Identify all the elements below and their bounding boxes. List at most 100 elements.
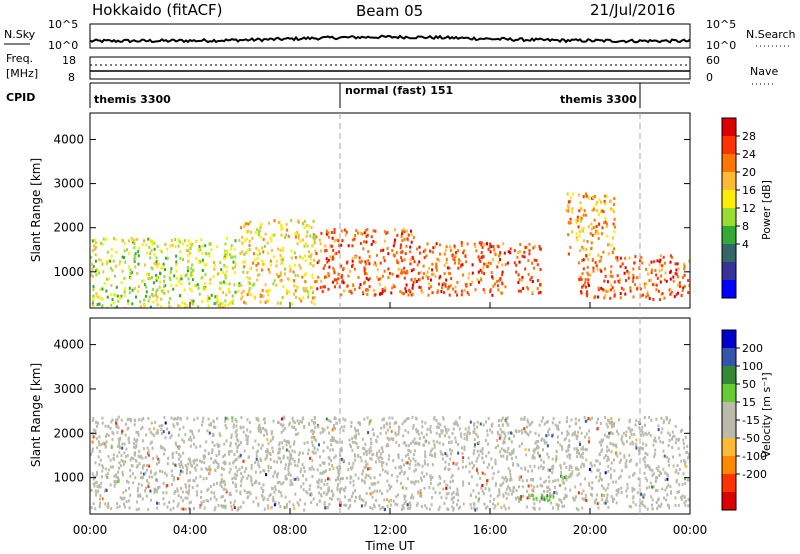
- power-cell: [343, 228, 346, 232]
- velocity-cell: [213, 495, 216, 499]
- velocity-cell: [288, 440, 291, 444]
- velocity-cell: [654, 439, 657, 443]
- velocity-cell: [164, 436, 167, 440]
- power-cell: [656, 259, 659, 263]
- velocity-cell: [272, 496, 275, 500]
- velocity-cell: [298, 453, 301, 457]
- power-cell: [677, 267, 680, 271]
- date-title: 21/Jul/2016: [590, 1, 675, 19]
- power-cell: [405, 244, 408, 248]
- velocity-cell: [399, 464, 402, 468]
- velocity-cell: [279, 491, 282, 495]
- power-cell: [482, 288, 485, 292]
- power-cell: [676, 262, 679, 266]
- velocity-cell: [504, 491, 507, 495]
- velocity-cell: [177, 502, 180, 506]
- power-cell: [529, 278, 532, 282]
- velocity-cell: [659, 440, 662, 444]
- velocity-cell: [321, 427, 324, 431]
- velocity-cell: [156, 479, 159, 483]
- velocity-cell: [116, 418, 119, 422]
- velocity-cell: [356, 446, 359, 449]
- velocity-cell: [685, 465, 688, 469]
- power-cell: [497, 260, 500, 264]
- velocity-cell: [132, 481, 135, 485]
- velocity-cell: [510, 440, 513, 444]
- power-cell: [90, 273, 93, 277]
- velocity-cell: [290, 453, 292, 457]
- velocity-colorbar-swatch: [722, 348, 736, 367]
- velocity-cell: [321, 430, 324, 434]
- velocity-cell: [105, 434, 107, 438]
- power-cell: [309, 234, 312, 238]
- velocity-cell: [631, 428, 634, 432]
- power-cell: [262, 237, 265, 241]
- power-cell: [313, 302, 316, 306]
- velocity-cell: [104, 444, 107, 447]
- velocity-cell: [131, 472, 134, 476]
- power-cell: [467, 293, 470, 296]
- velocity-cell: [573, 498, 576, 502]
- velocity-cell: [506, 416, 509, 420]
- velocity-cell: [138, 462, 141, 466]
- power-cell: [259, 224, 262, 228]
- power-cell: [634, 255, 637, 259]
- velocity-cell: [524, 468, 527, 471]
- velocity-cell: [456, 421, 459, 425]
- power-cell: [399, 290, 402, 294]
- velocity-cell: [682, 472, 685, 476]
- velocity-cell: [538, 499, 541, 503]
- power-cell: [391, 249, 394, 253]
- velocity-cell: [583, 416, 586, 419]
- power-cell: [319, 285, 322, 289]
- power-cell: [273, 279, 276, 283]
- power-cell: [337, 239, 340, 243]
- velocity-cell: [401, 508, 403, 511]
- velocity-cell: [612, 424, 615, 428]
- power-cell: [144, 294, 147, 298]
- velocity-cell: [233, 423, 235, 427]
- velocity-cell: [196, 416, 199, 420]
- velocity-cell: [631, 440, 634, 444]
- velocity-cell: [499, 427, 502, 431]
- velocity-cell: [327, 477, 330, 481]
- velocity-cell: [545, 420, 548, 424]
- power-cell: [203, 286, 205, 290]
- velocity-cell: [550, 494, 553, 498]
- power-cell: [602, 250, 605, 254]
- power-cell: [180, 294, 183, 297]
- velocity-cell: [425, 472, 428, 476]
- velocity-cell: [555, 459, 557, 463]
- velocity-cell: [452, 461, 455, 465]
- velocity-cell: [326, 491, 329, 495]
- velocity-cell: [274, 501, 277, 505]
- velocity-cell: [568, 439, 571, 443]
- velocity-cell: [476, 435, 479, 439]
- velocity-cell: [204, 449, 207, 453]
- velocity-cell: [323, 428, 326, 432]
- velocity-cell: [505, 497, 508, 501]
- power-cell: [407, 233, 410, 237]
- velocity-cell: [98, 505, 101, 509]
- velocity-cell: [230, 505, 233, 509]
- velocity-cell: [462, 456, 465, 460]
- power-cell: [465, 260, 468, 264]
- power-cell: [571, 210, 573, 214]
- velocity-cell: [109, 458, 112, 462]
- power-cell: [539, 283, 541, 287]
- velocity-cell: [485, 482, 488, 486]
- power-cell: [260, 294, 263, 297]
- nave-label: Nave: [750, 65, 778, 78]
- power-cell: [591, 196, 593, 200]
- velocity-cell: [224, 504, 227, 508]
- velocity-cell: [597, 417, 599, 421]
- velocity-cell: [272, 419, 275, 423]
- velocity-cell: [644, 431, 647, 435]
- velocity-cell: [642, 433, 645, 437]
- velocity-cell: [328, 477, 331, 481]
- velocity-cell: [557, 504, 559, 508]
- power-cell: [673, 295, 676, 299]
- power-cell: [322, 266, 325, 270]
- velocity-cell: [367, 474, 370, 478]
- velocity-cell: [394, 502, 397, 506]
